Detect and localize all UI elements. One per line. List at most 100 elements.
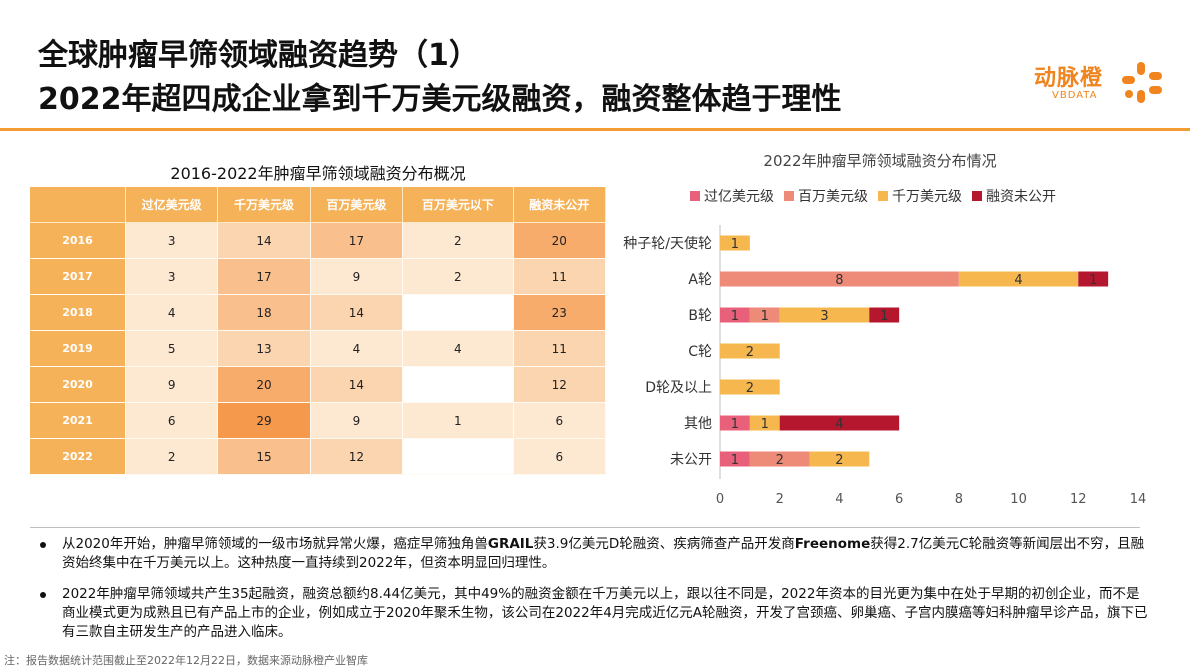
- financing-distribution-table: 过亿美元级 千万美元级 百万美元级 百万美元以下 融资未公开 2016 3 14 17 2 20 2…: [30, 187, 606, 475]
- category-label: B轮: [688, 308, 712, 324]
- legend-item: 融资未公开: [972, 186, 1056, 206]
- category-label: 未公开: [670, 452, 712, 468]
- table-cell: 12: [310, 439, 404, 475]
- orange-flower-icon: [1122, 62, 1162, 103]
- table-cell: 20: [218, 367, 311, 403]
- table-cell: 3: [126, 223, 219, 259]
- table-corner-cell: [30, 187, 126, 223]
- table-column-header: 千万美元级: [218, 187, 311, 223]
- table-cell: 6: [126, 403, 219, 439]
- bar-value-label: 1: [731, 453, 739, 468]
- bar-segment: [720, 235, 750, 251]
- section-divider: [30, 527, 1140, 528]
- table-column-header: 过亿美元级: [126, 187, 219, 223]
- table-cell: 2: [126, 439, 219, 475]
- bar-value-label: 1: [761, 417, 769, 432]
- bullet-text: 获得2.7亿美元C轮融资等新闻层出不穷，且融资始终集中在千万美元以上。这种热度一…: [62, 536, 1145, 571]
- table-cell: 14: [310, 367, 404, 403]
- bar-value-label: 2: [776, 453, 784, 468]
- bar-segment: [720, 307, 750, 323]
- table-cell: 4: [126, 295, 219, 331]
- table-row: 2018 4 18 14 23: [30, 295, 606, 331]
- table-row: 2020 9 20 14 12: [30, 367, 606, 403]
- x-tick-label: 8: [955, 492, 963, 505]
- table-cell: 1: [403, 403, 514, 439]
- x-tick-label: 12: [1070, 492, 1087, 505]
- bar-value-label: 1: [880, 309, 888, 324]
- legend-swatch: [972, 191, 982, 201]
- legend-item: 百万美元级: [784, 186, 868, 206]
- bar-segment: [1078, 271, 1109, 287]
- bullet-emphasis: Freenome: [794, 536, 871, 552]
- legend-item: 过亿美元级: [690, 186, 774, 206]
- bar-value-label: 1: [1089, 273, 1097, 288]
- row-year-label: 2016: [30, 223, 126, 259]
- table-cell: 23: [513, 295, 606, 331]
- bar-segment: [749, 307, 780, 323]
- bar-value-label: 2: [746, 381, 754, 396]
- logo-subtext: VBDATA: [1052, 90, 1098, 101]
- bar-segment: [779, 415, 900, 431]
- legend-label: 融资未公开: [986, 189, 1056, 205]
- x-tick-label: 0: [716, 492, 724, 505]
- table-column-header: 融资未公开: [513, 187, 606, 223]
- bar-value-label: 1: [731, 237, 739, 252]
- table-cell: 2: [403, 223, 514, 259]
- table-cell: 9: [310, 403, 404, 439]
- table-cell: 17: [218, 259, 311, 295]
- x-tick-label: 4: [835, 492, 843, 505]
- table-cell: [403, 295, 514, 331]
- legend-swatch: [878, 191, 888, 201]
- table-cell: 3: [126, 259, 219, 295]
- bar-segment: [720, 451, 750, 467]
- row-year-label: 2017: [30, 259, 126, 295]
- table-cell: 29: [218, 403, 311, 439]
- page-title-line1: 全球肿瘤早筛领域融资趋势（1）: [38, 38, 479, 73]
- bar-segment: [869, 307, 900, 323]
- table-cell: 13: [218, 331, 311, 367]
- table-cell: 2: [403, 259, 514, 295]
- table-column-header: 百万美元以下: [403, 187, 514, 223]
- bar-value-label: 3: [820, 309, 828, 324]
- table-row: 2019 5 13 4 4 11: [30, 331, 606, 367]
- logo-text: 动脉橙: [1034, 66, 1104, 91]
- category-label: 其他: [684, 416, 712, 432]
- table-cell: 9: [310, 259, 404, 295]
- page-title-line2: 2022年超四成企业拿到千万美元级融资，融资整体趋于理性: [38, 82, 842, 117]
- bar-value-label: 4: [835, 417, 843, 432]
- bullet-paragraph: 从2020年开始，肿瘤早筛领域的一级市场就异常火爆，癌症早筛独角兽GRAIL获3…: [38, 535, 1148, 573]
- brand-logo: 动脉橙 VBDATA: [1034, 60, 1164, 106]
- bar-value-label: 8: [835, 273, 843, 288]
- chart-title: 2022年肿瘤早筛领域融资分布情况: [763, 152, 997, 170]
- table-cell: 6: [513, 439, 606, 475]
- table-title: 2016-2022年肿瘤早筛领域融资分布概况: [170, 164, 466, 183]
- table-row: 2016 3 14 17 2 20: [30, 223, 606, 259]
- bar-segment: [749, 415, 780, 431]
- header-divider: [0, 128, 1190, 131]
- bar-value-label: 2: [746, 345, 754, 360]
- legend-swatch: [690, 191, 700, 201]
- table-cell: 5: [126, 331, 219, 367]
- bullet-text: 2022年肿瘤早筛领域共产生35起融资，融资总额约8.44亿美元，其中49%的融…: [62, 586, 1148, 640]
- x-tick-label: 2: [776, 492, 784, 505]
- row-year-label: 2019: [30, 331, 126, 367]
- category-label: D轮及以上: [645, 380, 712, 396]
- table-row: 2021 6 29 9 1 6: [30, 403, 606, 439]
- bar-segment: [720, 415, 750, 431]
- table-cell: 14: [310, 295, 404, 331]
- table-cell: [403, 367, 514, 403]
- legend-item: 千万美元级: [878, 186, 962, 206]
- table-cell: 9: [126, 367, 219, 403]
- bar-segment: [720, 343, 780, 359]
- bullet-emphasis: GRAIL: [487, 536, 534, 552]
- bar-value-label: 1: [731, 417, 739, 432]
- bar-segment: [720, 271, 959, 287]
- x-tick-label: 6: [895, 492, 903, 505]
- bar-segment: [779, 307, 870, 323]
- table-row: 2017 3 17 9 2 11: [30, 259, 606, 295]
- row-year-label: 2021: [30, 403, 126, 439]
- bar-value-label: 4: [1014, 273, 1022, 288]
- bullet-text: 获3.9亿美元D轮融资、疾病筛查产品开发商: [533, 536, 795, 552]
- table-cell: 15: [218, 439, 311, 475]
